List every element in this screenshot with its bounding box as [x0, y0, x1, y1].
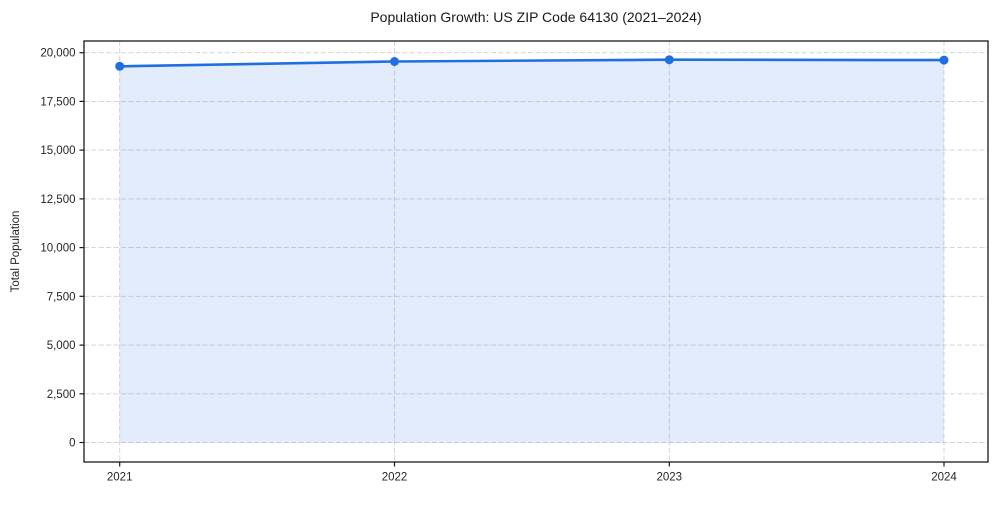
y-tick-label: 20,000 — [40, 48, 75, 60]
population-line-path — [118, 58, 946, 68]
y-tick-label: 12,500 — [40, 194, 75, 206]
data-points-layer — [115, 55, 949, 71]
x-tick-label: 2022 — [382, 472, 408, 484]
data-point-marker — [115, 61, 125, 71]
y-tick-label: 15,000 — [40, 145, 75, 157]
data-point-marker — [939, 55, 949, 65]
y-tick-label: 17,500 — [40, 96, 75, 108]
y-tick-label: 10,000 — [40, 243, 75, 255]
data-point-marker — [664, 55, 674, 65]
y-tick-label: 0 — [69, 438, 75, 450]
ticks-layer: 0 2,500 5,000 7,500 10,000 12,500 15,000 17,500… — [40, 48, 957, 484]
x-tick-label: 2023 — [657, 472, 683, 484]
y-tick-label: 5,000 — [47, 340, 76, 352]
data-point-marker — [390, 57, 399, 66]
data-line-layer — [118, 58, 946, 68]
area-fill-layer — [119, 59, 944, 443]
chart-title: Population Growth: US ZIP Code 64130 (20… — [370, 9, 701, 25]
y-axis-label: Total Population — [10, 211, 22, 293]
x-tick-label: 2021 — [107, 472, 133, 484]
plot-border-spines — [83, 40, 989, 463]
y-tick-label: 7,500 — [47, 291, 76, 303]
x-tick-label: 2024 — [931, 472, 957, 484]
gridlines-layer — [84, 41, 988, 462]
y-tick-label: 2,500 — [47, 389, 76, 401]
area-fill-path — [119, 59, 944, 443]
